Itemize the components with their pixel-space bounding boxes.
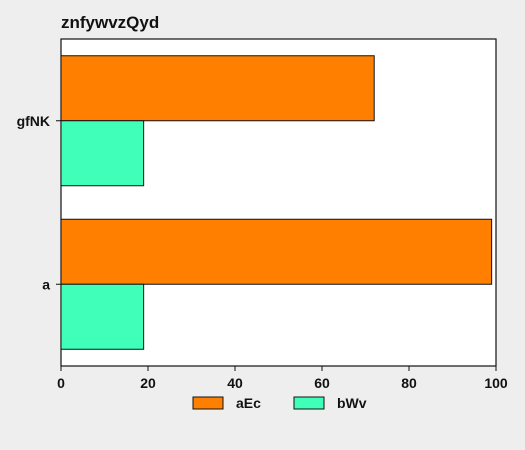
x-tick-label-80: 80 xyxy=(401,375,417,391)
legend-label-bWv: bWv xyxy=(337,395,367,411)
x-tick-label-40: 40 xyxy=(227,375,243,391)
x-tick-label-0: 0 xyxy=(57,375,65,391)
x-axis: 0 20 40 60 80 100 xyxy=(57,366,508,391)
legend-label-aEc: aEc xyxy=(236,395,261,411)
y-tick-label-gfNK: gfNK xyxy=(17,113,50,129)
bar-bWv-a xyxy=(60,283,145,350)
x-tick-label-100: 100 xyxy=(484,375,508,391)
y-tick-label-a: a xyxy=(42,276,50,292)
y-axis: gfNK a xyxy=(17,113,61,292)
legend-swatch-aEc xyxy=(192,396,224,410)
bar-bWv-gfNK xyxy=(60,120,145,187)
bar-aEc-gfNK xyxy=(60,55,375,122)
chart-title: znfywvzQyd xyxy=(61,13,159,32)
x-tick-label-20: 20 xyxy=(140,375,156,391)
legend: aEc bWv xyxy=(192,395,367,411)
bar-aEc-a xyxy=(60,218,493,285)
x-tick-label-60: 60 xyxy=(314,375,330,391)
bars-group xyxy=(60,55,493,350)
legend-swatch-bWv xyxy=(293,396,325,410)
